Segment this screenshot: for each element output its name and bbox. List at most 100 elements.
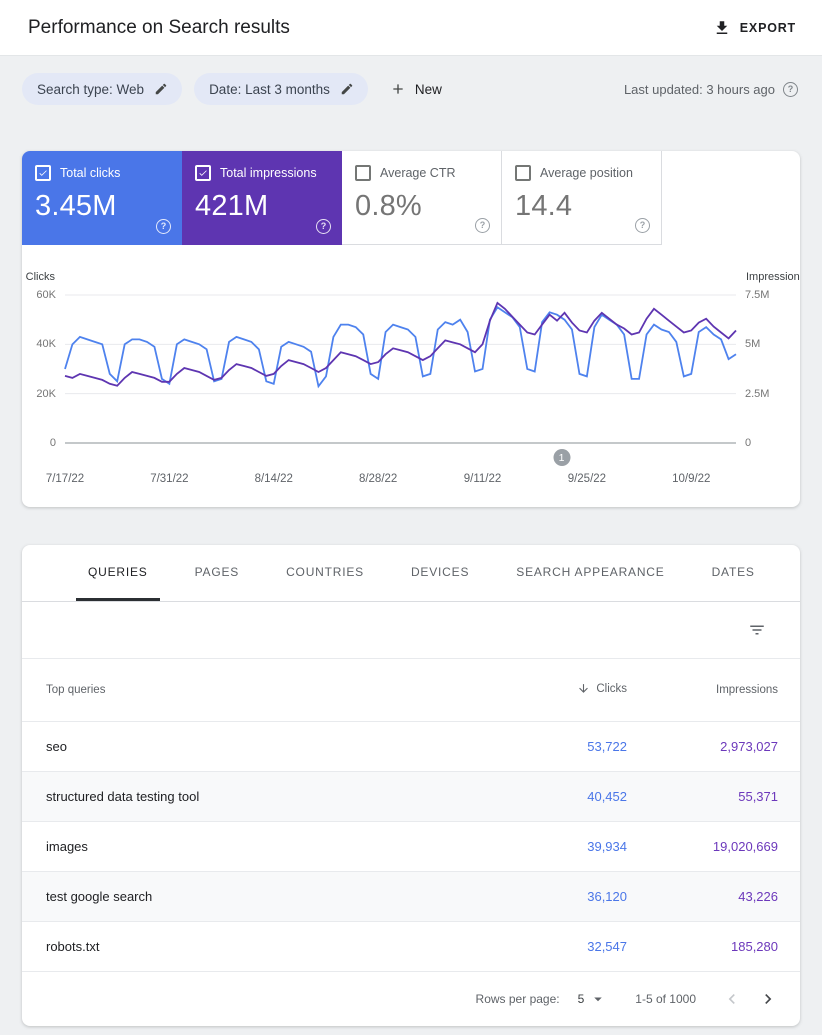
axis-tick-label: 2.5M	[745, 387, 770, 400]
pagination-bar: Rows per page: 5 1-5 of 1000	[22, 972, 800, 1026]
plus-icon	[393, 84, 403, 94]
page-title: Performance on Search results	[28, 16, 290, 38]
chevron-left-icon[interactable]	[722, 989, 742, 1009]
cell-query: images	[46, 839, 88, 854]
cell-query: robots.txt	[46, 939, 100, 954]
app-header: Performance on Search results EXPORT	[0, 0, 822, 56]
left-axis-title: Clicks	[25, 271, 55, 283]
axis-tick-label: 60K	[36, 289, 56, 301]
cell-query: structured data testing tool	[46, 789, 200, 804]
metric-average-ctr[interactable]: Average CTR 0.8% ?	[342, 151, 502, 245]
axis-tick-label: 20K	[36, 387, 56, 400]
metric-label: Average position	[540, 166, 633, 180]
cell-clicks: 40,452	[587, 789, 627, 804]
download-icon	[716, 20, 728, 34]
rows-per-page-value[interactable]: 5	[577, 992, 585, 1006]
chart-section: Clicks Impressions 60K 40K 20K 0 7.5M 5M 2.5M…	[22, 245, 800, 507]
cell-query: test google search	[46, 889, 153, 904]
export-button[interactable]: EXPORT	[713, 19, 796, 37]
column-header-impressions[interactable]: Impressions	[716, 684, 778, 696]
metric-value: 421M	[195, 190, 269, 222]
new-filter-label: New	[414, 81, 442, 97]
chart-canvas	[65, 295, 736, 443]
cell-query: seo	[46, 739, 67, 754]
x-axis-tick-label: 8/28/22	[358, 473, 398, 485]
x-axis-tick-label: 9/25/22	[567, 473, 607, 485]
new-filter-button[interactable]: New	[390, 81, 442, 97]
dimension-tabs: QUERIES PAGES COUNTRIES DEVICES SEARCH APPEA…	[22, 545, 800, 602]
cell-impressions: 2,973,027	[720, 739, 778, 754]
tab-pages[interactable]: PAGES	[194, 564, 240, 579]
table-row[interactable]: seo 53,722 2,973,027	[22, 722, 800, 772]
tab-countries[interactable]: COUNTRIES	[286, 564, 364, 579]
metric-label: Total clicks	[60, 166, 121, 180]
filter-icon[interactable]	[748, 621, 766, 639]
table-filter-bar	[22, 602, 800, 659]
export-label: EXPORT	[739, 20, 796, 35]
axis-tick-label: 7.5M	[745, 289, 770, 301]
cell-clicks: 32,547	[587, 939, 627, 954]
table-row[interactable]: structured data testing tool 40,452 55,371	[22, 771, 800, 822]
metric-total-clicks[interactable]: Total clicks 3.45M ?	[22, 151, 182, 245]
help-icon[interactable]: ?	[316, 219, 331, 234]
queries-table: Top queries Clicks Impressions seo 53,722…	[22, 659, 800, 972]
chevron-right-icon[interactable]	[758, 989, 778, 1009]
tab-search-appearance[interactable]: SEARCH APPEARANCE	[516, 564, 665, 579]
dropdown-arrow-icon[interactable]	[589, 990, 607, 1008]
metric-label: Average CTR	[380, 166, 456, 180]
filters-row: Search type: Web Date: Last 3 months New…	[22, 73, 798, 105]
help-icon[interactable]: ?	[156, 219, 171, 234]
edit-icon	[341, 83, 353, 95]
axis-tick-label: 5M	[745, 338, 761, 351]
cell-impressions: 185,280	[731, 939, 778, 954]
queries-table-card: QUERIES PAGES COUNTRIES DEVICES SEARCH APPEA…	[22, 545, 800, 1026]
last-updated-text: Last updated: 3 hours ago	[623, 81, 775, 97]
column-header-top-queries[interactable]: Top queries	[46, 684, 106, 696]
cell-impressions: 43,226	[738, 889, 778, 904]
x-axis-tick-label: 7/17/22	[45, 473, 85, 485]
table-header-row: Top queries Clicks Impressions	[22, 659, 800, 722]
axis-tick-label: 0	[745, 437, 752, 449]
help-icon[interactable]: ?	[783, 81, 798, 97]
tab-devices[interactable]: DEVICES	[410, 564, 470, 579]
checkbox-unchecked-icon[interactable]	[355, 165, 371, 181]
total-impressions-line	[65, 303, 736, 386]
axis-tick-label: 40K	[36, 338, 56, 351]
column-header-clicks[interactable]: Clicks	[478, 659, 628, 722]
metric-total-impressions[interactable]: Total impressions 421M ?	[182, 151, 342, 245]
metric-average-position[interactable]: Average position 14.4 ?	[502, 151, 662, 245]
search-type-chip-label: Search type: Web	[37, 81, 145, 97]
tab-queries[interactable]: QUERIES	[76, 545, 160, 601]
table-row[interactable]: images 39,934 19,020,669	[22, 822, 800, 872]
help-icon[interactable]: ?	[475, 218, 490, 233]
cell-clicks: 53,722	[587, 739, 627, 754]
axis-tick-label: 0	[49, 437, 56, 449]
right-axis-title: Impressions	[746, 271, 800, 283]
rows-per-page-label: Rows per page:	[475, 992, 560, 1006]
pagination-range: 1-5 of 1000	[635, 992, 696, 1006]
sort-descending-icon	[579, 684, 589, 693]
cell-impressions: 19,020,669	[712, 839, 778, 854]
metrics-spacer	[662, 151, 800, 245]
table-row[interactable]: test google search 36,120 43,226	[22, 871, 800, 922]
x-axis-labels: 7/17/22 7/31/22 8/14/22 8/28/22 9/11/22 9/25/…	[46, 473, 736, 487]
date-range-chip[interactable]: Date: Last 3 months	[194, 73, 368, 105]
table-row[interactable]: robots.txt 32,547 185,280	[22, 922, 800, 972]
checkbox-checked-icon[interactable]	[35, 165, 51, 181]
checkbox-checked-icon[interactable]	[195, 165, 211, 181]
metrics-row: Total clicks 3.45M ? Total impressions 4…	[22, 151, 800, 245]
cell-clicks: 36,120	[587, 889, 627, 904]
metric-value: 3.45M	[35, 190, 117, 222]
search-type-chip[interactable]: Search type: Web	[22, 73, 183, 105]
x-axis-tick-label: 10/9/22	[672, 473, 711, 485]
performance-chart-card: Total clicks 3.45M ? Total impressions 4…	[22, 151, 800, 507]
metric-label: Total impressions	[220, 166, 317, 180]
x-axis-tick-label: 7/31/22	[150, 473, 189, 485]
tab-dates[interactable]: DATES	[711, 564, 755, 579]
annotation-marker[interactable]: 1	[553, 449, 571, 466]
checkbox-unchecked-icon[interactable]	[515, 165, 531, 181]
x-axis-tick-label: 9/11/22	[463, 473, 502, 485]
help-icon[interactable]: ?	[635, 218, 650, 233]
cell-clicks: 39,934	[587, 839, 627, 854]
line-chart[interactable]: Clicks Impressions 60K 40K 20K 0 7.5M 5M 2.5M…	[26, 271, 800, 485]
